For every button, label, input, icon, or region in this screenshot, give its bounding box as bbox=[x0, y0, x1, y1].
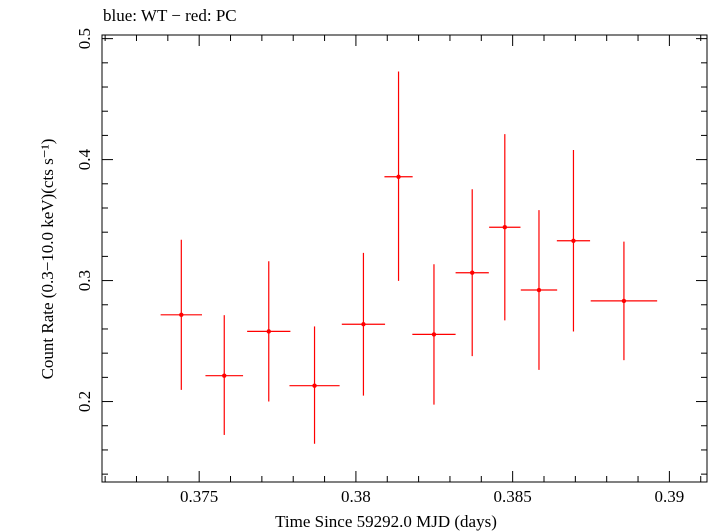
data-point bbox=[384, 71, 413, 281]
point-marker bbox=[179, 312, 184, 318]
point-marker bbox=[266, 329, 271, 334]
y-tick-label: 0.5 bbox=[75, 28, 94, 49]
point-marker bbox=[361, 322, 366, 327]
x-tick-label: 0.39 bbox=[655, 487, 685, 506]
point-marker bbox=[621, 298, 627, 304]
point-marker bbox=[222, 373, 227, 378]
data-point bbox=[489, 134, 521, 321]
data-point bbox=[520, 210, 558, 370]
data-point bbox=[341, 252, 386, 396]
point-marker bbox=[571, 238, 576, 243]
data-point bbox=[289, 326, 340, 444]
data-point bbox=[247, 261, 291, 402]
data-point bbox=[455, 189, 489, 357]
point-marker bbox=[502, 225, 508, 230]
point-marker bbox=[431, 332, 437, 337]
x-tick-label: 0.38 bbox=[341, 487, 371, 506]
data-point bbox=[556, 150, 591, 332]
chart-title: blue: WT − red: PC bbox=[103, 6, 237, 25]
x-axis-label: Time Since 59292.0 MJD (days) bbox=[275, 512, 497, 531]
axis-tick-labels: 0.375 0.38 0.385 0.39 0.2 0.3 0.4 0.5 bbox=[75, 28, 684, 506]
y-tick-label: 0.3 bbox=[75, 270, 94, 291]
point-marker bbox=[536, 287, 542, 293]
data-point bbox=[590, 241, 658, 361]
axis-ticks bbox=[102, 35, 707, 482]
data-points bbox=[160, 71, 658, 444]
x-tick-label: 0.375 bbox=[180, 487, 218, 506]
point-marker bbox=[470, 270, 475, 275]
y-axis-label: Count Rate (0.3−10.0 keV)(cts s⁻¹) bbox=[38, 139, 57, 380]
x-tick-label: 0.385 bbox=[494, 487, 532, 506]
point-marker bbox=[396, 174, 401, 179]
point-marker bbox=[312, 383, 317, 388]
y-tick-label: 0.4 bbox=[75, 148, 94, 170]
y-tick-label: 0.2 bbox=[75, 391, 94, 412]
data-point bbox=[412, 264, 456, 405]
data-point bbox=[205, 315, 244, 435]
data-point bbox=[160, 239, 202, 390]
plot-frame bbox=[101, 34, 708, 483]
